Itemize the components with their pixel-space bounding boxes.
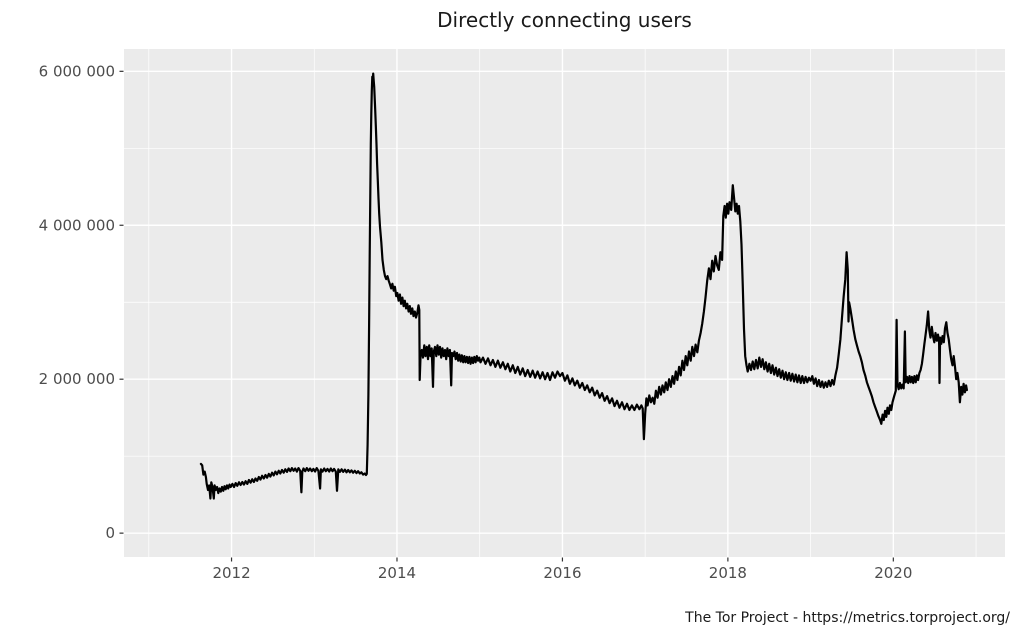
x-axis-tick-label: 2012 [212, 564, 250, 582]
users-line [199, 72, 969, 500]
chart-caption: The Tor Project - https://metrics.torpro… [685, 610, 1010, 626]
y-axis-tick-label: 0 [105, 524, 115, 542]
x-axis-tick-label: 2014 [378, 564, 416, 582]
y-axis-tick-label: 4 000 000 [39, 216, 115, 234]
x-axis-tick-label: 2020 [874, 564, 912, 582]
chart-title: Directly connecting users [437, 8, 692, 32]
y-axis-tick-label: 6 000 000 [39, 62, 115, 80]
plot-panel [124, 49, 1005, 557]
x-axis-tick-label: 2016 [543, 564, 581, 582]
y-axis-tick-label: 2 000 000 [39, 370, 115, 388]
x-axis-tick-label: 2018 [709, 564, 747, 582]
